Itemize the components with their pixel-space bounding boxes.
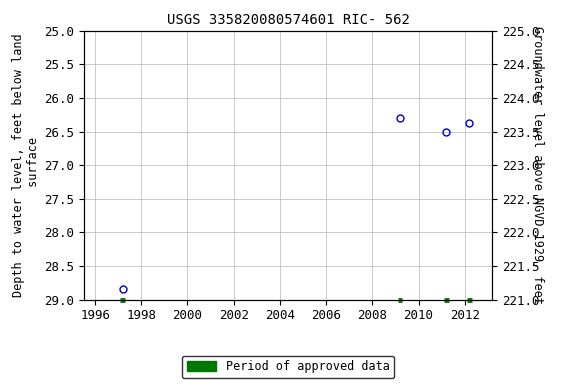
Legend: Period of approved data: Period of approved data [182,356,394,378]
Title: USGS 335820080574601 RIC- 562: USGS 335820080574601 RIC- 562 [166,13,410,27]
Y-axis label: Depth to water level, feet below land
 surface: Depth to water level, feet below land su… [12,33,40,297]
Y-axis label: Groundwater level above NGVD 1929, feet: Groundwater level above NGVD 1929, feet [531,26,544,304]
